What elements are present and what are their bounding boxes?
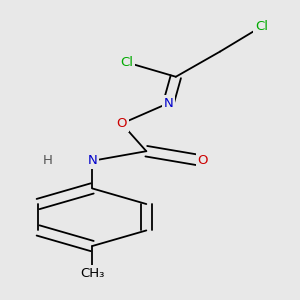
Text: Cl: Cl xyxy=(255,20,268,33)
Text: N: N xyxy=(87,154,97,167)
Text: Cl: Cl xyxy=(120,56,133,69)
Text: CH₃: CH₃ xyxy=(80,267,104,280)
Text: H: H xyxy=(43,154,53,167)
Text: O: O xyxy=(198,154,208,167)
Text: O: O xyxy=(116,117,127,130)
Text: N: N xyxy=(164,97,173,110)
